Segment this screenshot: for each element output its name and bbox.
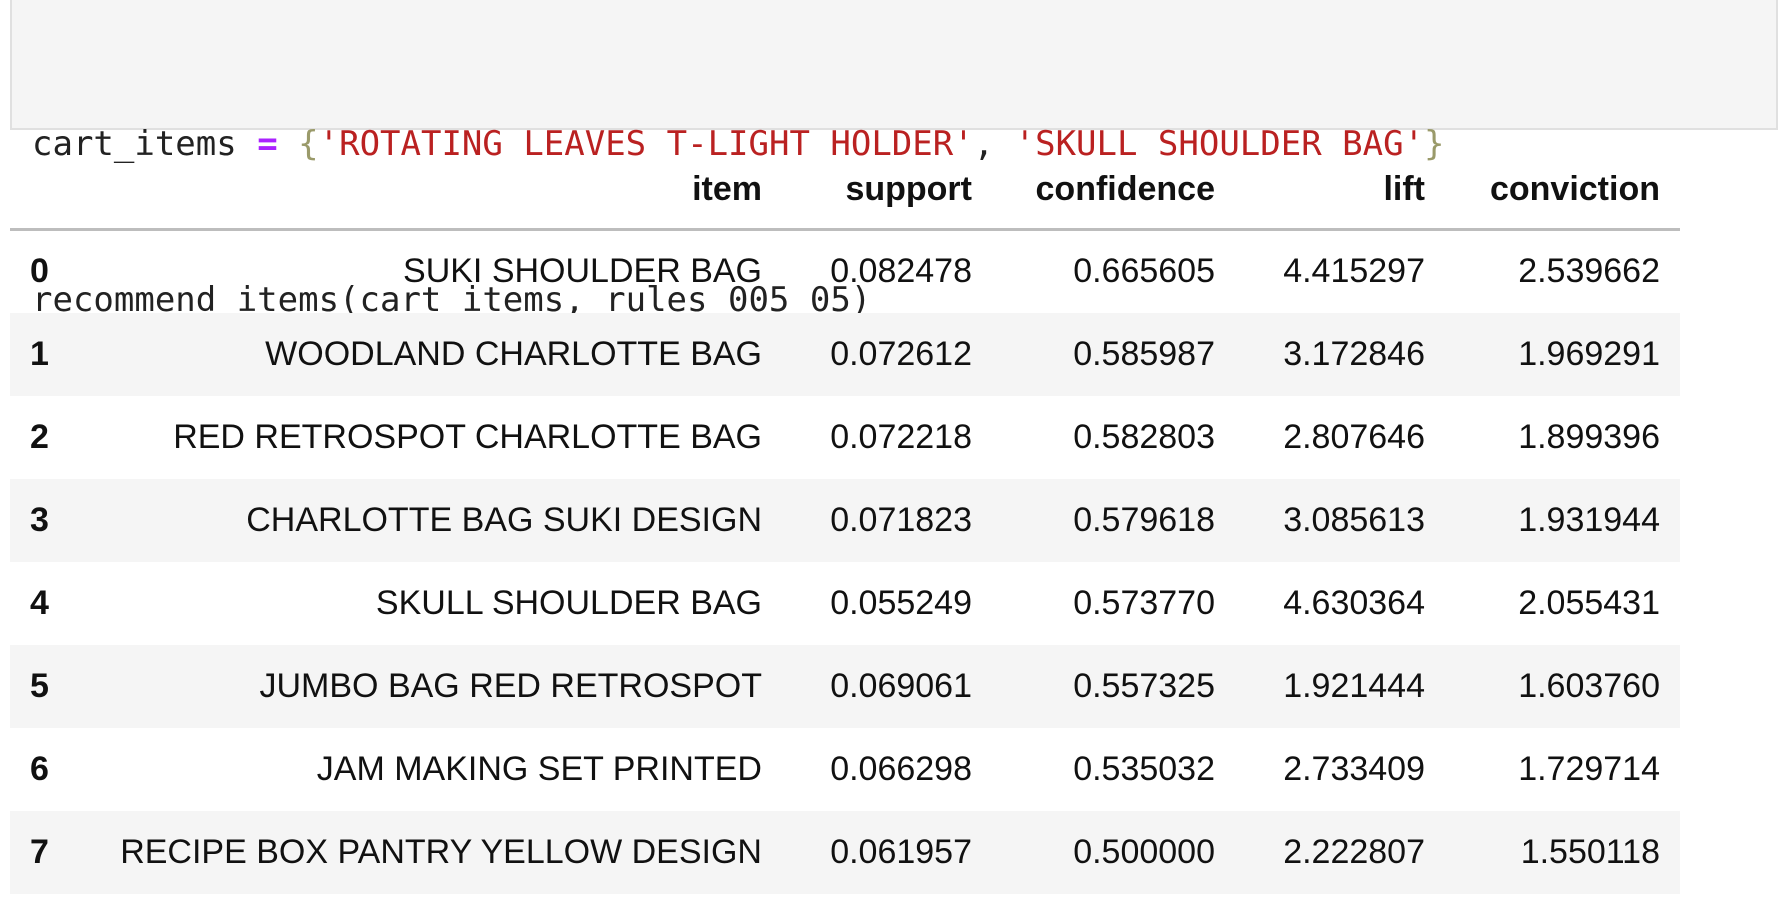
cell-item: SKULL SHOULDER BAG	[375, 583, 762, 622]
cell-support: 0.072612	[830, 334, 972, 373]
row-index: 5	[30, 666, 49, 705]
cell-conviction: 1.931944	[1518, 500, 1660, 539]
cell-conviction: 2.539662	[1518, 252, 1660, 291]
table-row: 1 WOODLAND CHARLOTTE BAG 0.072612 0.5859…	[10, 312, 1680, 396]
table-row: 6 JAM MAKING SET PRINTED 0.066298 0.5350…	[10, 728, 1680, 811]
cell-conviction: 1.969291	[1518, 334, 1660, 373]
cell-confidence: 0.535032	[1073, 749, 1215, 788]
cell-support: 0.069061	[830, 666, 972, 705]
row-index: 6	[30, 749, 49, 788]
cell-conviction: 1.729714	[1518, 749, 1660, 788]
header-item: item	[82, 150, 782, 231]
cell-support: 0.071823	[830, 500, 972, 539]
header-lift: lift	[1235, 150, 1445, 231]
cell-conviction: 1.899396	[1518, 417, 1660, 456]
dataframe-table: item support confidence lift conviction …	[10, 150, 1680, 894]
row-index: 4	[30, 583, 49, 622]
cell-item: JUMBO BAG RED RETROSPOT	[259, 666, 763, 705]
cell-confidence: 0.579618	[1073, 500, 1215, 539]
cell-item: WOODLAND CHARLOTTE BAG	[265, 334, 762, 373]
header-confidence: confidence	[992, 150, 1235, 231]
cell-item: CHARLOTTE BAG SUKI DESIGN	[246, 500, 762, 539]
cell-confidence: 0.500000	[1073, 832, 1215, 871]
table-row: 4 SKULL SHOULDER BAG 0.055249 0.573770 4…	[10, 562, 1680, 645]
cell-confidence: 0.582803	[1073, 417, 1215, 456]
cell-lift: 4.415297	[1283, 252, 1425, 291]
header-support: support	[782, 150, 992, 231]
cell-lift: 2.733409	[1283, 749, 1425, 788]
table-row: 5 JUMBO BAG RED RETROSPOT 0.069061 0.557…	[10, 644, 1680, 728]
cell-support: 0.066298	[830, 749, 972, 788]
cell-confidence: 0.665605	[1073, 252, 1215, 291]
cell-conviction: 2.055431	[1518, 583, 1660, 622]
row-index: 1	[30, 334, 49, 373]
cell-lift: 3.172846	[1283, 334, 1425, 373]
row-index: 3	[30, 500, 49, 539]
cell-support: 0.055249	[830, 583, 972, 622]
cell-confidence: 0.585987	[1073, 334, 1215, 373]
cell-conviction: 1.550118	[1520, 832, 1660, 871]
row-index: 2	[30, 417, 49, 456]
cell-lift: 4.630364	[1283, 583, 1425, 622]
cell-item: JAM MAKING SET PRINTED	[316, 749, 762, 788]
output-area: item support confidence lift conviction …	[10, 150, 1680, 894]
header-conviction: conviction	[1445, 150, 1680, 231]
row-index: 0	[30, 252, 49, 291]
cell-lift: 2.222807	[1283, 832, 1425, 871]
cell-item: RECIPE BOX PANTRY YELLOW DESIGN	[120, 832, 762, 871]
table-header-row: item support confidence lift conviction	[10, 150, 1680, 231]
cell-item: SUKI SHOULDER BAG	[403, 252, 762, 291]
cell-support: 0.082478	[830, 252, 972, 291]
table-row: 2 RED RETROSPOT CHARLOTTE BAG 0.072218 0…	[10, 396, 1680, 479]
cell-lift: 2.807646	[1283, 417, 1425, 456]
cell-support: 0.061957	[830, 832, 972, 871]
cell-conviction: 1.603760	[1518, 666, 1660, 705]
code-cell[interactable]: cart_items = {'ROTATING LEAVES T-LIGHT H…	[10, 0, 1778, 320]
cell-lift: 1.921444	[1283, 666, 1425, 705]
cell-confidence: 0.573770	[1073, 583, 1215, 622]
table-row: 7 RECIPE BOX PANTRY YELLOW DESIGN 0.0619…	[10, 810, 1680, 894]
cell-item: RED RETROSPOT CHARLOTTE BAG	[173, 417, 762, 456]
header-index	[10, 150, 82, 231]
table-row: 3 CHARLOTTE BAG SUKI DESIGN 0.071823 0.5…	[10, 478, 1680, 562]
table-row: 0 SUKI SHOULDER BAG 0.082478 0.665605 4.…	[10, 230, 1680, 313]
cell-support: 0.072218	[830, 417, 972, 456]
cell-confidence: 0.557325	[1073, 666, 1215, 705]
cell-lift: 3.085613	[1283, 500, 1425, 539]
row-index: 7	[30, 832, 49, 871]
code-line-2: recommend_items(cart_items, rules_005_05…	[32, 280, 872, 320]
